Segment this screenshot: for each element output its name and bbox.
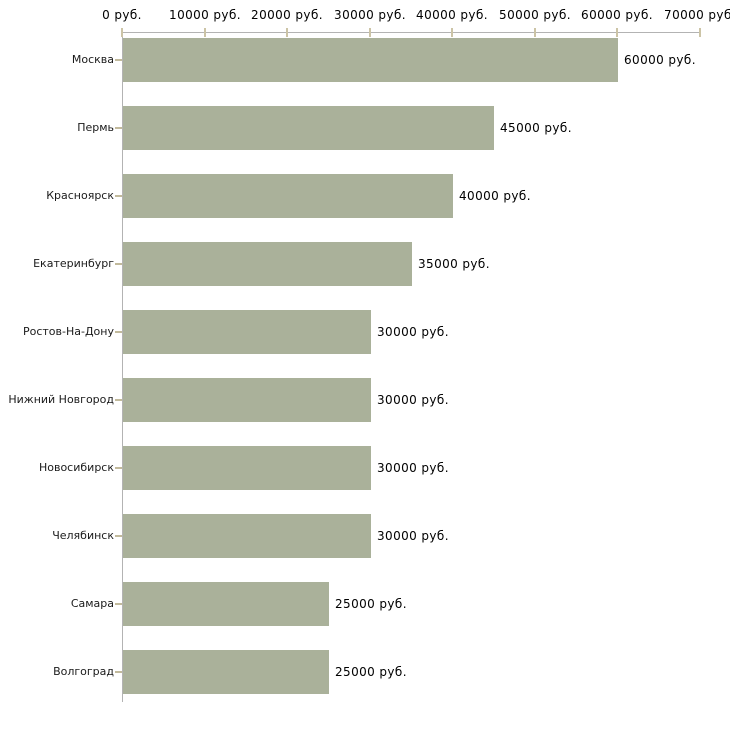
category-label: Челябинск <box>52 529 114 542</box>
value-label: 30000 руб. <box>377 461 449 475</box>
value-label: 25000 руб. <box>335 665 407 679</box>
x-axis-tick-label: 30000 руб. <box>334 8 406 22</box>
value-label: 25000 руб. <box>335 597 407 611</box>
category-tick <box>115 467 122 469</box>
bar <box>123 650 329 694</box>
bar <box>123 106 494 150</box>
category-tick <box>115 59 122 61</box>
category-label: Москва <box>71 53 114 66</box>
value-label: 30000 руб. <box>377 393 449 407</box>
bar <box>123 310 371 354</box>
category-tick <box>115 127 122 129</box>
x-axis-tick-label: 50000 руб. <box>499 8 571 22</box>
bar <box>123 582 329 626</box>
value-label: 30000 руб. <box>377 325 449 339</box>
x-axis-tick <box>534 28 536 37</box>
x-axis-tick-label: 20000 руб. <box>251 8 323 22</box>
x-axis-tick <box>616 28 618 37</box>
category-label: Красноярск <box>46 189 114 202</box>
x-axis-tick-label: 40000 руб. <box>416 8 488 22</box>
bar <box>123 174 453 218</box>
value-label: 45000 руб. <box>500 121 572 135</box>
value-label: 30000 руб. <box>377 529 449 543</box>
bar <box>123 378 371 422</box>
x-axis-tick-label: 60000 руб. <box>581 8 653 22</box>
category-tick <box>115 331 122 333</box>
category-tick <box>115 399 122 401</box>
bar <box>123 38 618 82</box>
x-axis-tick-label: 0 руб. <box>102 8 142 22</box>
value-label: 40000 руб. <box>459 189 531 203</box>
bar <box>123 514 371 558</box>
category-label: Пермь <box>77 121 114 134</box>
category-label: Самара <box>70 597 114 610</box>
category-label: Волгоград <box>53 665 114 678</box>
x-axis-tick-label: 70000 руб. <box>664 8 730 22</box>
category-label: Ростов-На-Дону <box>22 325 114 338</box>
category-label: Екатеринбург <box>33 257 114 270</box>
x-axis-tick-label: 10000 руб. <box>169 8 241 22</box>
bar <box>123 242 412 286</box>
category-tick <box>115 535 122 537</box>
category-label: Новосибирск <box>38 461 114 474</box>
category-tick <box>115 263 122 265</box>
y-axis-line <box>122 32 123 702</box>
category-tick <box>115 195 122 197</box>
category-label: Нижний Новгород <box>8 393 114 406</box>
x-axis-tick <box>369 28 371 37</box>
x-axis-tick <box>451 28 453 37</box>
x-axis-tick <box>204 28 206 37</box>
value-label: 60000 руб. <box>624 53 696 67</box>
x-axis-line <box>122 32 700 33</box>
x-axis-tick <box>121 28 123 37</box>
x-axis-tick <box>699 28 701 37</box>
bar <box>123 446 371 490</box>
category-tick <box>115 671 122 673</box>
category-tick <box>115 603 122 605</box>
x-axis-tick <box>286 28 288 37</box>
value-label: 35000 руб. <box>418 257 490 271</box>
